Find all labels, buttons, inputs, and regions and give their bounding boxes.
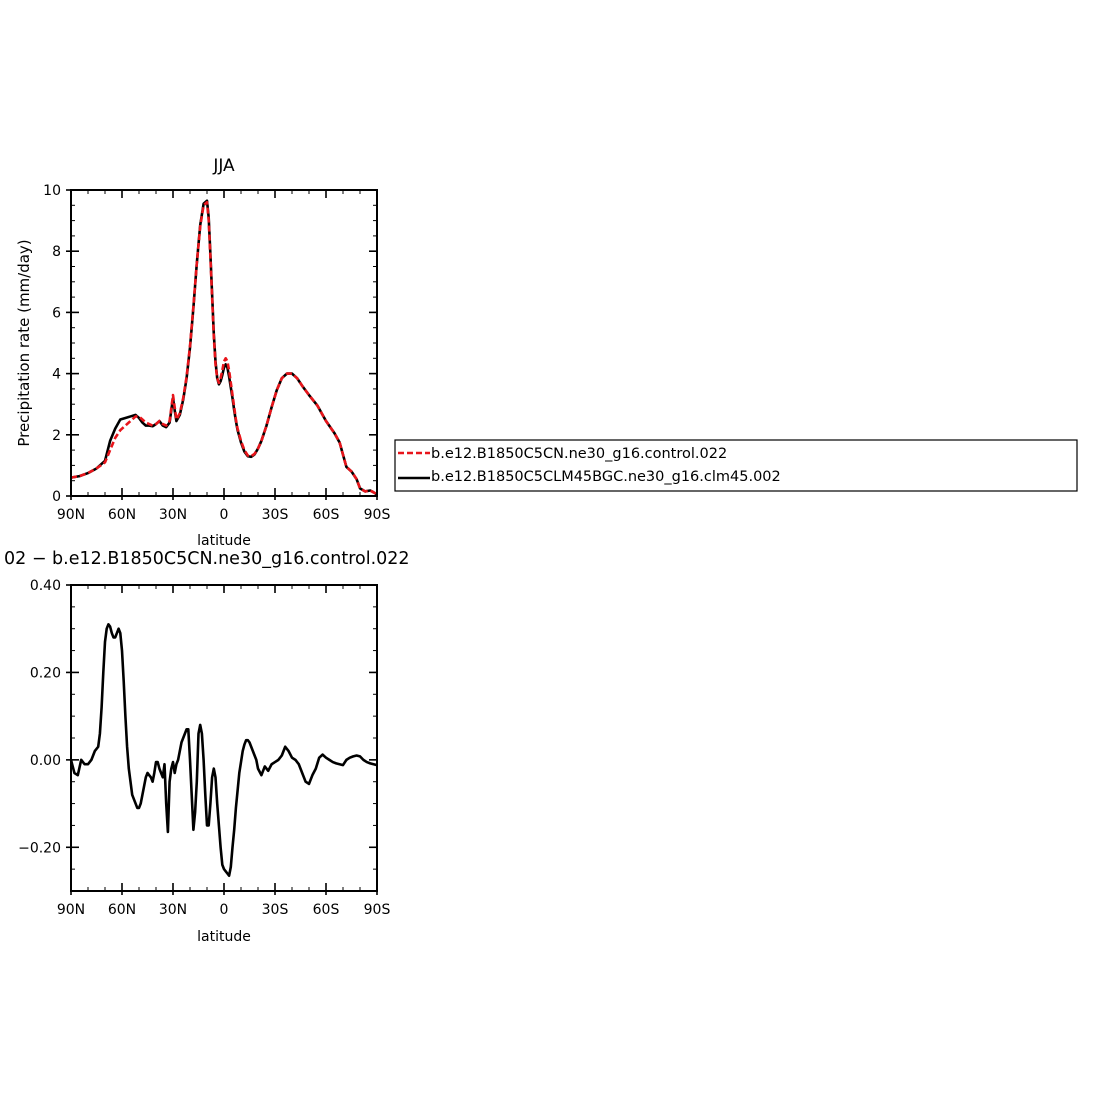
y-tick-label: 0.40 [30,578,61,594]
x-tick-label: 60S [313,507,340,523]
plot-frame [70,584,378,892]
series-line-0 [70,200,378,496]
precip-chart: JJA Precipitation rate (mm/day) latitude… [15,156,390,549]
y-tick-label: 0.00 [30,753,61,769]
x-tick-label: 30S [262,902,289,918]
x-tick-label: 60S [313,902,340,918]
y-tick-label: 2 [52,428,61,444]
y-tick-label: 8 [52,244,61,260]
x-tick-label: 90S [364,902,391,918]
x-axis-label: latitude [197,929,251,945]
x-axis-label: latitude [197,533,251,549]
x-tick-label: 0 [220,507,229,523]
x-tick-label: 30N [159,507,187,523]
y-tick-label: 10 [43,183,61,199]
chart-title: JJA [212,156,235,176]
chart-title: 02 − b.e12.B1850C5CN.ne30_g16.control.02… [4,549,410,569]
legend-label-control: b.e12.B1850C5CN.ne30_g16.control.022 [431,446,727,462]
x-tick-label: 0 [220,902,229,918]
legend-label-clm45: b.e12.B1850C5CLM45BGC.ne30_g16.clm45.002 [431,469,781,485]
x-tick-label: 60N [108,902,136,918]
series-group [70,199,378,496]
x-tick-label: 90S [364,507,391,523]
y-tick-label: 0 [52,489,61,505]
y-tick-label: 0.20 [30,665,61,681]
x-tick-label: 30N [159,902,187,918]
legend: b.e12.B1850C5CN.ne30_g16.control.022 b.e… [394,439,1078,492]
y-tick-label: 6 [52,305,61,321]
axis-ticks: 90N 60N 30N 0 30S 60S 90S −0.20 0.00 0.20 0.40 [18,578,390,918]
x-tick-label: 30S [262,507,289,523]
y-axis-label: Precipitation rate (mm/day) [15,239,33,446]
axis-ticks: 90N 60N 30N 0 30S 60S 90S 0 2 4 6 8 10 [43,183,390,523]
x-tick-label: 90N [57,507,85,523]
y-tick-label: 4 [52,367,61,383]
series-group [69,623,378,877]
x-tick-label: 60N [108,507,136,523]
x-tick-label: 90N [57,902,85,918]
plot-frame [70,189,378,497]
series-line-0 [69,623,378,877]
y-tick-label: −0.20 [18,840,61,856]
series-line-1 [70,199,378,496]
legend-box [394,439,1078,492]
difference-chart: 02 − b.e12.B1850C5CN.ne30_g16.control.02… [4,549,410,945]
